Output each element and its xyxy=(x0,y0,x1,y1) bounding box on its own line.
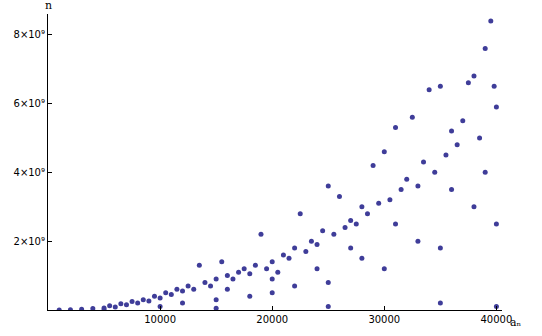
svg-text:n: n xyxy=(45,0,52,12)
svg-text:40000: 40000 xyxy=(480,314,512,325)
svg-text:aₙ: aₙ xyxy=(510,316,522,329)
svg-text:8×10⁹: 8×10⁹ xyxy=(14,29,45,40)
svg-text:20000: 20000 xyxy=(256,314,288,325)
svg-text:4×10⁹: 4×10⁹ xyxy=(14,167,45,178)
svg-text:30000: 30000 xyxy=(368,314,400,325)
svg-text:6×10⁹: 6×10⁹ xyxy=(14,98,45,109)
svg-text:10000: 10000 xyxy=(144,314,176,325)
svg-text:2×10⁹: 2×10⁹ xyxy=(14,236,45,247)
